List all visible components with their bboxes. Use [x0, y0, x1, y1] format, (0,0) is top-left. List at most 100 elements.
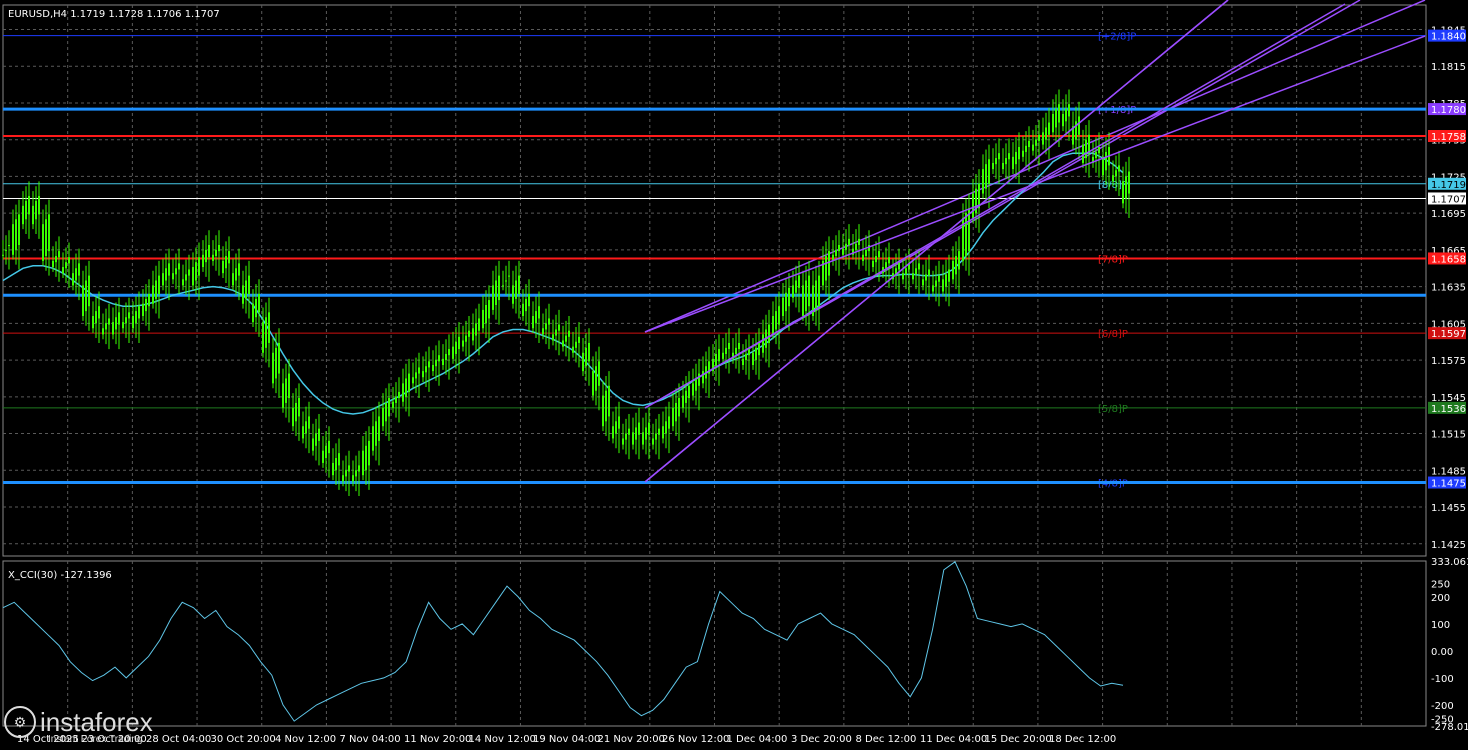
- candle-body: [855, 243, 857, 250]
- candle-body: [1088, 134, 1090, 154]
- candle-body: [345, 470, 347, 477]
- candle-body: [1122, 181, 1124, 204]
- candle-body: [125, 317, 127, 324]
- cci-y-tick-label: 250: [1431, 579, 1450, 590]
- candle-body: [1005, 158, 1007, 165]
- cci-y-tick-label: 333.061: [1431, 557, 1468, 568]
- candle-body: [8, 244, 10, 246]
- candle-body: [792, 285, 794, 298]
- candle-body: [338, 453, 340, 466]
- cci-y-tick-label: 200: [1431, 593, 1450, 604]
- candle-body: [5, 249, 7, 251]
- candle-body: [1035, 139, 1037, 146]
- candle-body: [155, 280, 157, 299]
- candle-body: [538, 306, 540, 319]
- candle-body: [968, 208, 970, 252]
- candle-body: [358, 465, 360, 472]
- candle-body: [255, 298, 257, 318]
- candle-body: [832, 254, 834, 261]
- candle-body: [918, 263, 920, 270]
- candle-body: [685, 390, 687, 403]
- candle-body: [838, 244, 840, 252]
- x-tick-label: 7 Nov 04:00: [340, 734, 401, 745]
- candle-body: [215, 249, 217, 257]
- x-tick-label: 8 Dec 12:00: [856, 734, 917, 745]
- candle-body: [672, 407, 674, 427]
- candle-body: [682, 395, 684, 408]
- candle-body: [365, 445, 367, 471]
- candle-body: [12, 224, 14, 255]
- candle-body: [52, 260, 54, 268]
- candle-body: [728, 342, 730, 350]
- candle-body: [105, 323, 107, 330]
- price-tag-label: 1.1597: [1431, 329, 1466, 340]
- candle-body: [322, 450, 324, 463]
- candle-body: [55, 256, 57, 263]
- candle-body: [115, 317, 117, 330]
- candle-body: [1002, 162, 1004, 170]
- indicator-title: X_CCI(30) -127.1396: [8, 563, 112, 582]
- candle-body: [978, 183, 980, 209]
- candle-body: [245, 280, 247, 299]
- candle-body: [522, 303, 524, 317]
- candle-body: [1075, 121, 1077, 140]
- cci-y-tick-label: -100: [1431, 674, 1454, 685]
- price-tag-label: 1.1719: [1431, 180, 1466, 191]
- candle-body: [375, 421, 377, 446]
- candle-body: [1032, 144, 1034, 151]
- candle-body: [858, 238, 860, 245]
- candle-body: [805, 280, 807, 312]
- candle-body: [868, 244, 870, 252]
- candle-body: [812, 285, 814, 317]
- candle-body: [632, 432, 634, 445]
- candle-body: [78, 263, 80, 276]
- candle-body: [168, 263, 170, 276]
- candle-body: [328, 440, 330, 454]
- candle-body: [895, 268, 897, 275]
- candle-body: [378, 416, 380, 441]
- candle-body: [572, 346, 574, 353]
- candle-body: [708, 361, 710, 374]
- x-tick-label: 23 Oct 20:00: [82, 734, 147, 745]
- candle-body: [442, 358, 444, 365]
- candle-body: [265, 317, 267, 348]
- candle-body: [548, 318, 550, 325]
- candle-body: [905, 268, 907, 275]
- candle-body: [1012, 156, 1014, 170]
- candle-body: [1042, 132, 1044, 145]
- y-tick-label: 1.1815: [1431, 62, 1466, 73]
- candle-body: [775, 311, 777, 330]
- candle-body: [408, 373, 410, 392]
- candle-body: [232, 273, 234, 286]
- candle-body: [198, 257, 200, 276]
- candle-body: [545, 323, 547, 330]
- candle-body: [188, 269, 190, 276]
- candle-body: [575, 341, 577, 348]
- murrey-level-label: [6/8]P: [1098, 329, 1128, 340]
- y-tick-label: 1.1545: [1431, 393, 1466, 404]
- candle-body: [818, 275, 820, 307]
- candle-body: [85, 280, 87, 312]
- candle-body: [422, 371, 424, 378]
- candle-body: [1025, 145, 1027, 152]
- candle-body: [48, 214, 50, 252]
- candle-body: [635, 427, 637, 440]
- candle-body: [1128, 171, 1130, 194]
- candle-body: [928, 269, 930, 276]
- candle-body: [842, 248, 844, 255]
- candle-body: [1078, 116, 1080, 135]
- candle-body: [865, 249, 867, 257]
- price-tag: [1428, 192, 1466, 205]
- price-tag: [1428, 130, 1466, 143]
- candle-body: [45, 219, 47, 257]
- candle-body: [1055, 109, 1057, 128]
- candle-body: [712, 358, 714, 372]
- candle-body: [428, 361, 430, 368]
- candle-body: [435, 360, 437, 367]
- x-tick-label: 28 Oct 04:00: [146, 734, 211, 745]
- cci-y-tick-label: -278.013: [1431, 722, 1468, 733]
- candle-body: [658, 428, 660, 435]
- candle-body: [878, 251, 880, 258]
- candle-body: [92, 316, 94, 329]
